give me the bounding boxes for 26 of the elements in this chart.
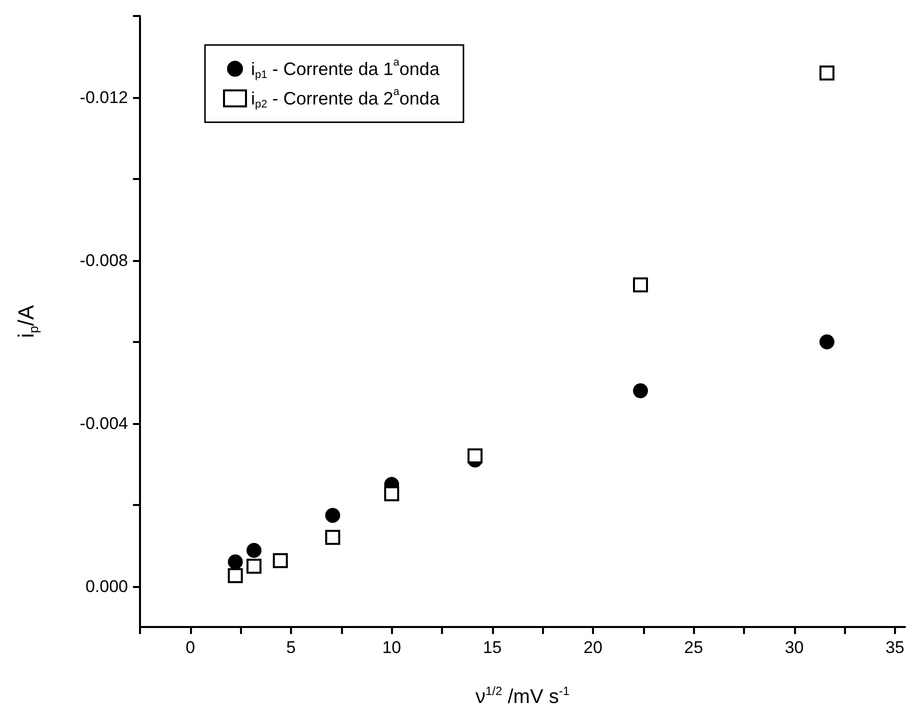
point <box>228 568 243 584</box>
y-tick-label: -0.008 <box>80 250 128 270</box>
point <box>246 542 262 558</box>
y-tick-label: 0.000 <box>85 576 128 596</box>
point <box>819 66 834 81</box>
point <box>325 530 340 545</box>
x-tick-label: 20 <box>584 638 602 657</box>
x-tick-label: 0 <box>186 638 196 657</box>
y-tick-label: -0.012 <box>80 88 128 107</box>
x-tick-label: 15 <box>482 638 502 657</box>
y-axis-title: ip/A <box>13 304 41 338</box>
point <box>819 334 834 350</box>
point <box>632 277 648 292</box>
x-tick-label: 25 <box>684 638 704 657</box>
x-tick-label: 30 <box>784 638 804 657</box>
y-tick-label: -0.004 <box>80 414 128 433</box>
point <box>228 554 243 570</box>
point <box>468 448 483 464</box>
point <box>384 486 400 502</box>
point <box>325 508 340 523</box>
x-tick-label: 35 <box>885 638 904 657</box>
x-tick-label: 5 <box>286 638 296 657</box>
point <box>246 558 262 574</box>
point <box>272 553 288 568</box>
x-tick-label: 10 <box>382 638 402 657</box>
point <box>633 383 648 398</box>
